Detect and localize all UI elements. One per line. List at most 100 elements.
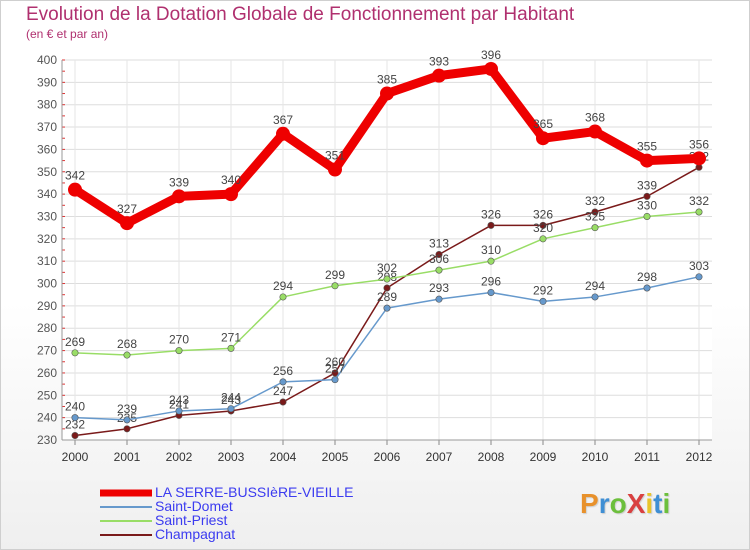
data-point	[487, 257, 495, 265]
y-tick-label: 300	[37, 277, 57, 291]
proxiti-logo[interactable]: ProXiti	[580, 488, 671, 519]
data-label: 327	[117, 202, 137, 216]
data-label: 325	[585, 210, 605, 224]
x-tick-label: 2005	[322, 450, 349, 464]
data-point	[227, 344, 235, 352]
data-point	[331, 376, 339, 384]
data-label: 351	[325, 149, 345, 163]
legend-item[interactable]: LA SERRE-BUSSIèRE-VIEILLE	[100, 484, 360, 500]
data-label: 257	[325, 362, 345, 376]
data-point	[588, 124, 602, 139]
data-point	[487, 221, 495, 229]
data-point	[331, 282, 339, 290]
legend-swatch-1	[100, 506, 152, 508]
data-point	[383, 304, 391, 312]
data-label: 365	[533, 117, 553, 131]
data-label: 356	[689, 137, 709, 151]
data-label: 342	[65, 169, 85, 183]
data-label: 296	[481, 274, 501, 288]
chart-subtitle: (en € et par an)	[26, 27, 109, 41]
data-label: 302	[377, 261, 397, 275]
y-tick-label: 380	[37, 98, 57, 112]
legend-item[interactable]: Saint-Priest	[100, 512, 360, 528]
data-point	[435, 250, 443, 258]
data-point	[640, 153, 654, 168]
legend-swatch-0	[100, 489, 152, 497]
x-tick-label: 2008	[478, 450, 505, 464]
data-label: 339	[169, 175, 189, 189]
data-label: 298	[637, 270, 657, 284]
data-label: 339	[637, 178, 657, 192]
data-point	[71, 414, 79, 422]
data-point	[279, 398, 287, 406]
data-point	[123, 416, 131, 424]
data-label: 355	[637, 140, 657, 154]
data-point	[591, 208, 599, 216]
y-tick-label: 330	[37, 209, 57, 223]
data-label: 241	[169, 397, 189, 411]
x-tick-label: 2003	[218, 450, 245, 464]
y-tick-label: 370	[37, 120, 57, 134]
data-label: 260	[325, 355, 345, 369]
y-tick-label: 230	[37, 433, 57, 447]
y-tick-label: 390	[37, 75, 57, 89]
x-tick-label: 2010	[582, 450, 609, 464]
data-point	[331, 369, 339, 377]
legend-label: Saint-Priest	[155, 512, 228, 528]
data-point	[695, 208, 703, 216]
data-label: 396	[481, 48, 501, 62]
data-label: 268	[117, 337, 137, 351]
data-label: 303	[689, 259, 709, 273]
data-label: 326	[533, 207, 553, 221]
y-tick-label: 360	[37, 142, 57, 156]
data-point	[120, 216, 134, 231]
chart-title: Evolution de la Dotation Globale de Fonc…	[26, 4, 575, 25]
data-label: 332	[689, 194, 709, 208]
data-label: 320	[533, 221, 553, 235]
data-point	[536, 131, 550, 146]
legend-label: LA SERRE-BUSSIèRE-VIEILLE	[155, 484, 354, 500]
data-point	[279, 293, 287, 301]
data-point	[432, 68, 446, 83]
data-label: 256	[273, 364, 293, 378]
data-point	[71, 349, 79, 357]
data-label: 340	[221, 173, 241, 187]
data-point	[591, 293, 599, 301]
y-tick-label: 350	[37, 165, 57, 179]
legend-item[interactable]: Champagnat	[100, 526, 360, 542]
data-point	[383, 275, 391, 283]
data-label: 243	[221, 393, 241, 407]
legend-label: Saint-Domet	[155, 498, 233, 514]
data-label: 239	[117, 402, 137, 416]
data-point	[279, 378, 287, 386]
y-tick-label: 290	[37, 299, 57, 313]
data-point	[224, 187, 238, 202]
x-tick-label: 2007	[426, 450, 453, 464]
data-point	[123, 351, 131, 359]
y-tick-label: 400	[37, 53, 57, 67]
data-point	[123, 425, 131, 433]
y-tick-label: 240	[37, 411, 57, 425]
data-point	[172, 189, 186, 204]
data-point	[328, 162, 342, 177]
data-label: 310	[481, 243, 501, 257]
data-point	[380, 86, 394, 101]
data-label: 313	[429, 236, 449, 250]
data-point	[227, 405, 235, 413]
data-point	[487, 288, 495, 296]
data-point	[435, 266, 443, 274]
legend: LA SERRE-BUSSIèRE-VIEILLE Saint-Domet Sa…	[100, 484, 360, 542]
data-point	[68, 182, 82, 197]
data-point	[692, 151, 706, 166]
data-label: 244	[221, 391, 241, 405]
data-label: 330	[637, 198, 657, 212]
data-point	[383, 284, 391, 292]
y-tick-label: 260	[37, 366, 57, 380]
legend-item[interactable]: Saint-Domet	[100, 498, 360, 514]
data-label: 269	[65, 335, 85, 349]
data-label: 247	[273, 384, 293, 398]
y-tick-label: 250	[37, 388, 57, 402]
series-champagnat: 232235241243247260298313326326332339352	[65, 149, 709, 440]
